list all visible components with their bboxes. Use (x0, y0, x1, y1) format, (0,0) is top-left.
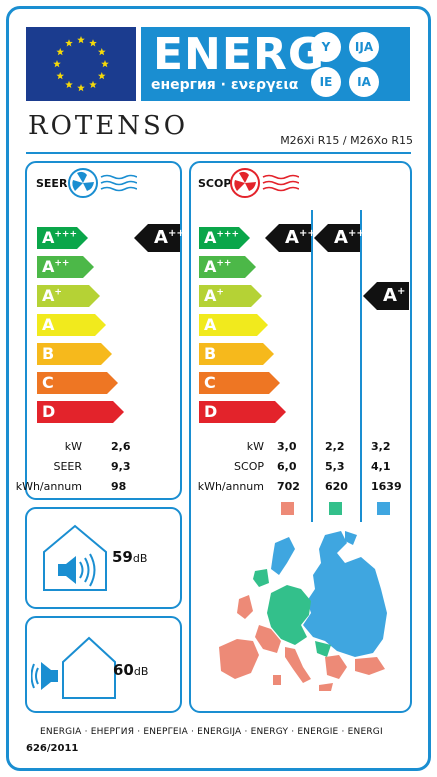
energy-class-label: A++ (42, 257, 70, 276)
energy-class-label: D (204, 402, 218, 421)
seer-row-label: SEER (53, 460, 82, 473)
column-divider (311, 210, 313, 522)
scop-value: 4,1 (371, 460, 391, 473)
cooling-fan-icon (68, 168, 137, 198)
seer-row-label: kWh/annum (15, 480, 82, 493)
label-frame (6, 6, 431, 771)
regulation-number: 626/2011 (26, 743, 79, 754)
outdoor-noise-level: 60dB (113, 661, 148, 679)
indoor-noise-value: 59 (112, 548, 133, 566)
seer-row-value: 2,6 (111, 440, 131, 453)
seer-label: SEER (36, 177, 68, 190)
model-name: M26Xi R15 / M26Xo R15 (280, 134, 413, 147)
energ-title: ENERG (153, 29, 325, 80)
scop-panel: SCOP A+++ A++ A+ A B C D A+++ A+++ A+ kW SCOP … (189, 161, 412, 713)
energy-header: ENERG енергия · ενεργεια Y IJA IE IA (141, 27, 410, 101)
average-zone-swatch (329, 502, 342, 515)
scop-rating-plus: +++ (298, 228, 325, 239)
lang-code: IE (311, 67, 341, 97)
energy-class-arrow: A+ (199, 285, 263, 307)
energy-class-arrow: A (37, 314, 107, 336)
seer-row-value: 98 (111, 480, 127, 493)
energy-class-label: A+ (42, 286, 62, 305)
scop-value: 6,0 (277, 460, 297, 473)
energy-class-label: C (204, 373, 216, 392)
energy-class-label: A+++ (42, 228, 78, 247)
scop-row-label: kW (246, 440, 264, 453)
indoor-noise-unit: dB (132, 552, 148, 565)
outdoor-unit-speaker-icon (31, 636, 116, 699)
scop-value: 620 (325, 480, 348, 493)
energy-class-label: A++ (204, 257, 232, 276)
energy-class-arrow: C (37, 372, 119, 394)
energy-class-arrow: C (199, 372, 281, 394)
energy-class-label: B (204, 344, 217, 363)
energy-class-arrow: A (199, 314, 269, 336)
energy-class-label: B (42, 344, 55, 363)
scop-value: 3,0 (277, 440, 297, 453)
scop-rating-letter: A (383, 285, 397, 306)
column-divider (360, 210, 362, 522)
divider (26, 152, 411, 154)
energy-class-label: C (42, 373, 54, 392)
energy-class-arrow: A+ (37, 285, 101, 307)
scop-rating-letter: A (334, 227, 348, 248)
scop-label: SCOP (198, 177, 232, 190)
lang-code: IA (349, 67, 379, 97)
energy-class-label: A (204, 315, 217, 334)
scop-row-label: SCOP (234, 460, 264, 473)
lang-code: IJA (349, 32, 379, 62)
energy-class-arrow: A+++ (199, 227, 251, 249)
heating-fan-icon (230, 168, 299, 198)
scop-value: 2,2 (325, 440, 345, 453)
seer-row-value: 9,3 (111, 460, 131, 473)
energy-class-label: A (42, 315, 55, 334)
energ-subtitle: енергия · ενεργεια (151, 77, 299, 93)
scop-value: 3,2 (371, 440, 391, 453)
energy-class-arrow: D (37, 401, 125, 423)
energy-class-label: A+++ (204, 228, 240, 247)
indoor-noise-level: 59dB (112, 548, 147, 566)
energy-class-arrow: D (199, 401, 287, 423)
seer-panel: SEER A+++ A++ A+ A B C D A+++ kW 2,6 SEER 9,3 … (16, 161, 193, 500)
energy-class-arrow: B (199, 343, 275, 365)
outdoor-noise-panel: 60dB (25, 616, 182, 713)
energy-class-arrow: A++ (199, 256, 257, 278)
eu-stars-icon (53, 36, 109, 92)
energy-class-arrow: A++ (37, 256, 95, 278)
warm-zone-swatch (281, 502, 294, 515)
seer-rating-plus: +++ (167, 228, 194, 239)
indoor-unit-speaker-icon (43, 524, 107, 591)
footer-languages: ENERGIA · ЕНЕРГИЯ · ΕΝΕΡΓΕΙΑ · ENERGIJA … (40, 727, 383, 737)
energy-class-label: A+ (204, 286, 224, 305)
indoor-noise-panel: 59dB (25, 507, 182, 609)
lang-code: Y (311, 32, 341, 62)
outdoor-noise-value: 60 (113, 661, 134, 679)
energy-class-arrow: A+++ (37, 227, 89, 249)
europe-climate-map (219, 531, 387, 691)
scop-rating-letter: A (285, 227, 299, 248)
scop-rating-plus: + (396, 286, 406, 297)
cold-zone-swatch (377, 502, 390, 515)
energy-class-arrow: B (37, 343, 113, 365)
seer-rating-letter: A (154, 227, 168, 248)
brand-name: ROTENSO (28, 111, 189, 141)
scop-row-label: kWh/annum (197, 480, 264, 493)
scop-value: 702 (277, 480, 300, 493)
eu-flag (26, 27, 136, 101)
seer-row-label: kW (64, 440, 82, 453)
scop-rating-plus: +++ (347, 228, 374, 239)
scop-value: 5,3 (325, 460, 345, 473)
energy-class-label: D (42, 402, 56, 421)
outdoor-noise-unit: dB (133, 665, 149, 678)
scop-value: 1639 (371, 480, 402, 493)
